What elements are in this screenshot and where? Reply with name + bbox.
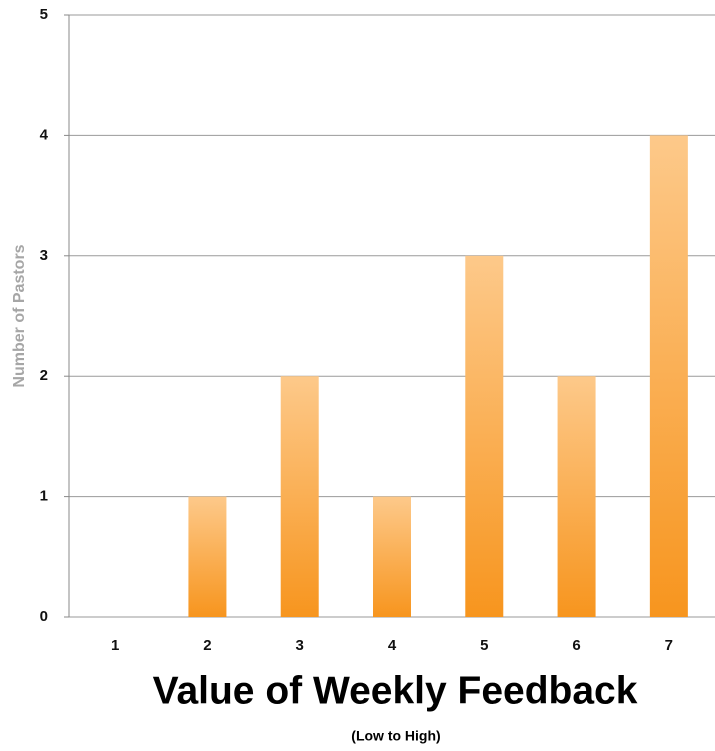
x-tick-label: 5 [480,637,488,654]
bar [649,135,688,617]
y-axis-title: Number of Pastors [11,244,28,387]
x-tick-label: 2 [203,637,211,654]
y-tick-label: 1 [40,488,48,505]
bar [188,496,227,617]
y-tick-label: 2 [40,367,48,384]
x-axis-title: Value of Weekly Feedback [153,669,638,712]
bar [557,376,596,617]
bar [465,255,504,618]
y-tick-label: 0 [40,608,48,625]
x-tick-label: 3 [296,637,304,654]
x-tick-label: 6 [572,637,580,654]
x-tick-label: 4 [388,637,397,654]
y-tick-label: 3 [40,247,48,264]
bar [373,496,411,617]
x-tick-label: 1 [111,637,119,654]
x-tick-label: 7 [665,637,673,654]
y-tick-label: 4 [40,126,49,143]
y-tick-label: 5 [40,6,48,23]
x-axis-subtitle: (Low to High) [351,728,440,744]
bar [280,376,319,617]
